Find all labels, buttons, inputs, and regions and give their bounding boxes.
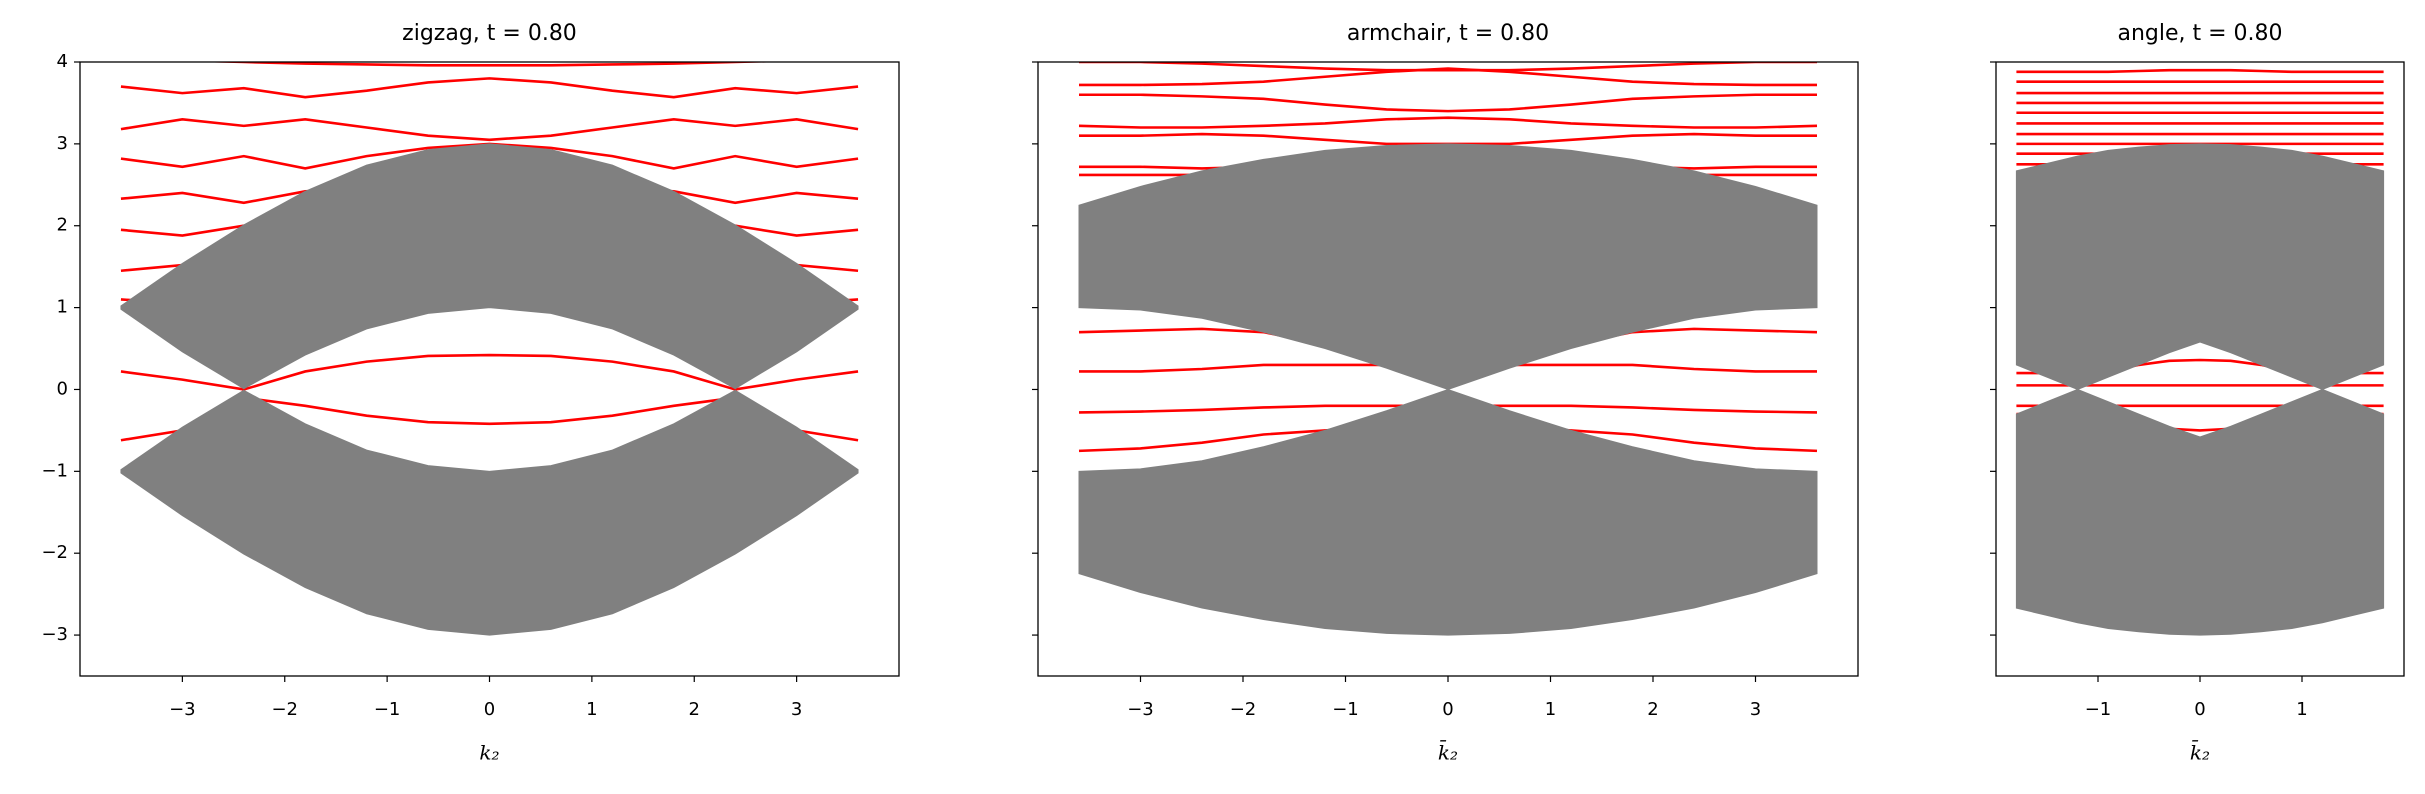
band-line <box>2016 68 2384 74</box>
bulk-band <box>1078 143 1818 390</box>
x-tick-label: −2 <box>271 699 298 720</box>
x-tick-label: 3 <box>791 699 802 720</box>
y-tick-label: −3 <box>41 624 68 645</box>
y-tick-label: 2 <box>57 215 68 236</box>
subplot: −3 −2 −1 0 1 2 3 armchair, t = 0.80 k̄₂ <box>1032 21 1859 765</box>
x-axis-label: k̄₂ <box>2190 739 2210 764</box>
plot-area <box>120 62 859 636</box>
x-tick-label: −2 <box>1230 699 1257 720</box>
bulk-band <box>2015 388 2385 636</box>
y-tick-label: 3 <box>57 133 68 154</box>
band-line <box>120 353 859 391</box>
band-line <box>1079 67 1817 87</box>
band-line <box>195 62 784 67</box>
band-line <box>1079 132 1817 146</box>
x-tick-label: −3 <box>1127 699 1154 720</box>
band-line <box>1079 93 1817 113</box>
x-tick-label: −1 <box>2085 699 2112 720</box>
x-tick-label: −3 <box>169 699 196 720</box>
x-tick-label: −1 <box>1332 699 1359 720</box>
band-line <box>1079 62 1817 72</box>
y-tick-label: −1 <box>41 460 68 481</box>
y-tick-label: 0 <box>57 378 68 399</box>
band-line <box>120 117 859 142</box>
x-tick-label: 1 <box>1545 699 1556 720</box>
x-tick-label: 2 <box>689 699 700 720</box>
y-tick-label: −2 <box>41 542 68 563</box>
band-line <box>1078 116 1818 129</box>
x-tick-label: 0 <box>484 699 495 720</box>
bulk-band <box>2015 143 2385 391</box>
x-tick-label: −1 <box>374 699 401 720</box>
x-tick-label: 1 <box>2296 699 2307 720</box>
band-line <box>120 77 859 99</box>
chart-title: armchair, t = 0.80 <box>1347 21 1549 46</box>
x-tick-label: 0 <box>1442 699 1453 720</box>
y-tick-label: 1 <box>57 297 68 318</box>
chart-title: angle, t = 0.80 <box>2117 21 2282 46</box>
y-tick-label: 4 <box>57 51 68 72</box>
bulk-band <box>120 143 859 390</box>
x-tick-label: 0 <box>2194 699 2205 720</box>
x-tick-label: 3 <box>1750 699 1761 720</box>
x-axis-label: k̄₂ <box>1438 739 1458 764</box>
subplot: −1 0 1 angle, t = 0.80 k̄₂ <box>1990 21 2405 765</box>
plot-area <box>2015 68 2385 636</box>
chart-title: zigzag, t = 0.80 <box>402 21 577 46</box>
x-axis-label: k₂ <box>479 741 499 765</box>
plot-area <box>1078 62 1818 636</box>
subplot: −3 −2 −1 0 1 2 3 −3 −2 −1 0 1 2 3 4 zigzag, t = 0.80 k₂ <box>41 21 900 765</box>
x-tick-label: 1 <box>586 699 597 720</box>
bulk-band <box>1078 388 1818 636</box>
x-tick-label: 2 <box>1647 699 1658 720</box>
bulk-band <box>120 389 859 636</box>
